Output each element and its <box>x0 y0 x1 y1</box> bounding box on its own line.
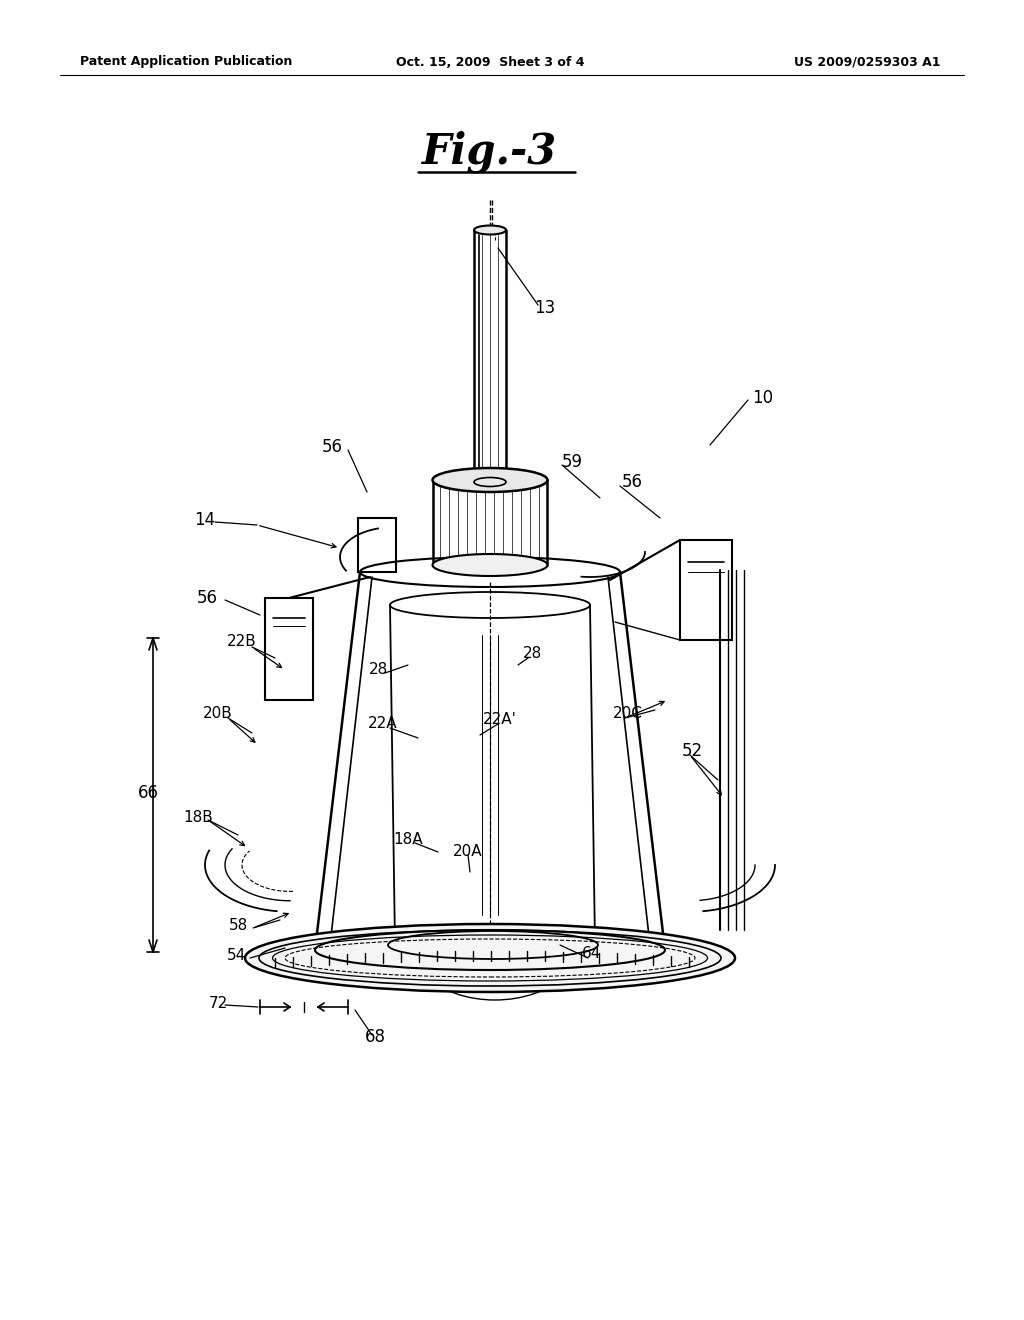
Text: 59: 59 <box>561 453 583 471</box>
Text: 54: 54 <box>227 948 247 962</box>
Ellipse shape <box>432 469 548 492</box>
Text: 20B: 20B <box>203 705 232 721</box>
Text: 56: 56 <box>197 589 217 607</box>
Text: Patent Application Publication: Patent Application Publication <box>80 55 293 69</box>
Text: 22B: 22B <box>227 635 257 649</box>
Ellipse shape <box>245 924 735 993</box>
Text: 64: 64 <box>583 945 602 961</box>
Text: 28: 28 <box>522 645 542 660</box>
Text: US 2009/0259303 A1: US 2009/0259303 A1 <box>794 55 940 69</box>
Text: 66: 66 <box>137 784 159 803</box>
Text: 28: 28 <box>369 661 388 676</box>
Text: 20A: 20A <box>454 845 482 859</box>
Text: Fig.-3: Fig.-3 <box>422 131 558 173</box>
Text: 68: 68 <box>365 1028 385 1045</box>
Text: 13: 13 <box>535 300 556 317</box>
Text: 72: 72 <box>208 995 227 1011</box>
Text: 14: 14 <box>195 511 216 529</box>
Text: 20C: 20C <box>613 705 643 721</box>
Text: 18A: 18A <box>393 833 423 847</box>
Text: 56: 56 <box>622 473 642 491</box>
Text: 58: 58 <box>228 917 248 932</box>
Ellipse shape <box>474 226 506 235</box>
Text: Oct. 15, 2009  Sheet 3 of 4: Oct. 15, 2009 Sheet 3 of 4 <box>395 55 585 69</box>
Text: 22A: 22A <box>369 717 397 731</box>
Ellipse shape <box>432 554 548 576</box>
Text: 52: 52 <box>681 742 702 760</box>
Text: 56: 56 <box>322 438 342 455</box>
Text: 18B: 18B <box>183 809 213 825</box>
Text: 10: 10 <box>753 389 773 407</box>
Text: 22A': 22A' <box>483 713 517 727</box>
